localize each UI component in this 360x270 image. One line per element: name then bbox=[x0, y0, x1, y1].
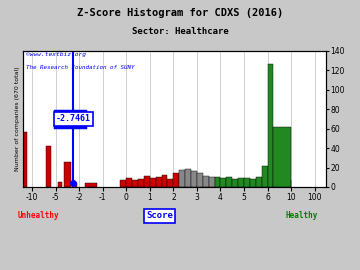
Text: ©www.textbiz.org: ©www.textbiz.org bbox=[26, 52, 86, 57]
Bar bbox=[250, 179, 256, 187]
Bar bbox=[209, 177, 215, 187]
Bar bbox=[58, 182, 62, 187]
Text: Unhealthy: Unhealthy bbox=[17, 211, 59, 221]
Text: Z-Score Histogram for CDXS (2016): Z-Score Histogram for CDXS (2016) bbox=[77, 8, 283, 18]
Bar bbox=[46, 146, 51, 187]
Bar bbox=[156, 177, 162, 187]
Bar bbox=[273, 127, 291, 187]
Bar bbox=[162, 175, 167, 187]
Bar bbox=[238, 178, 244, 187]
Bar bbox=[185, 168, 191, 187]
Bar bbox=[174, 173, 179, 187]
Bar bbox=[138, 179, 144, 187]
Bar bbox=[226, 177, 232, 187]
Bar bbox=[144, 176, 150, 187]
Bar bbox=[126, 178, 132, 187]
Bar bbox=[267, 63, 273, 187]
Bar bbox=[215, 177, 220, 187]
Bar bbox=[262, 166, 267, 187]
Text: Score: Score bbox=[146, 211, 173, 221]
Bar bbox=[64, 162, 71, 187]
Bar bbox=[150, 178, 156, 187]
Text: The Research Foundation of SUNY: The Research Foundation of SUNY bbox=[26, 65, 134, 69]
Bar bbox=[197, 173, 203, 187]
Bar bbox=[244, 178, 250, 187]
Bar bbox=[220, 178, 226, 187]
Text: Healthy: Healthy bbox=[286, 211, 318, 221]
Bar bbox=[179, 170, 185, 187]
Bar bbox=[121, 180, 126, 187]
Text: Sector: Healthcare: Sector: Healthcare bbox=[132, 27, 228, 36]
Bar bbox=[73, 183, 77, 187]
Bar bbox=[132, 180, 138, 187]
Bar bbox=[232, 179, 238, 187]
Bar bbox=[256, 177, 262, 187]
Bar bbox=[191, 171, 197, 187]
Bar bbox=[203, 176, 209, 187]
Bar bbox=[23, 131, 27, 187]
Bar bbox=[167, 179, 174, 187]
Y-axis label: Number of companies (670 total): Number of companies (670 total) bbox=[15, 67, 20, 171]
Bar bbox=[85, 183, 97, 187]
Text: -2.7461: -2.7461 bbox=[56, 114, 91, 123]
